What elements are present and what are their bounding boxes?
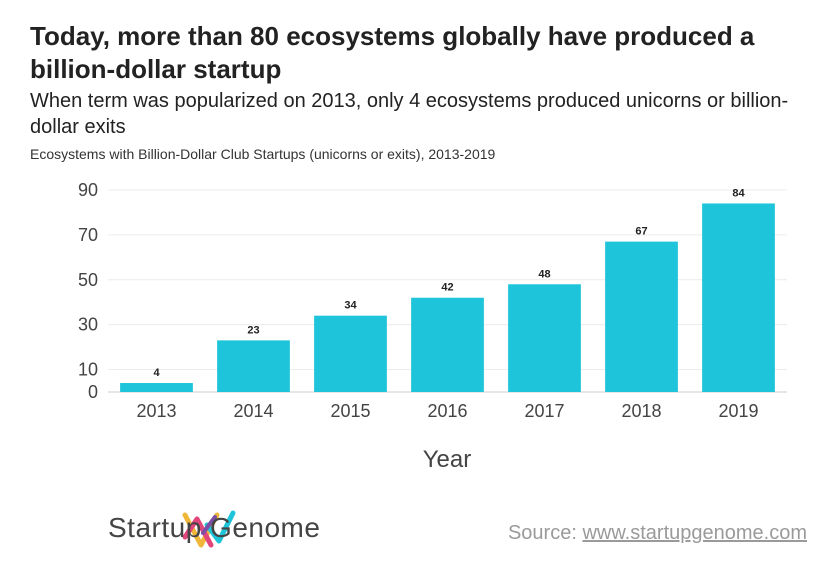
bar-2017 (508, 284, 581, 392)
bar-2015 (314, 315, 387, 392)
y-tick-label: 50 (78, 270, 98, 290)
bar-2016 (411, 297, 484, 392)
x-tick-label-2016: 2016 (427, 401, 467, 421)
source-prefix: Source: (507, 522, 583, 544)
data-label-2016: 42 (441, 282, 453, 294)
x-tick-label-2018: 2018 (621, 401, 661, 421)
y-tick-label: 70 (78, 225, 98, 245)
bar-2013 (120, 383, 193, 392)
data-label-2019: 84 (732, 187, 745, 199)
x-tick-label-2019: 2019 (718, 401, 758, 421)
x-tick-label-2017: 2017 (524, 401, 564, 421)
x-axis-label: Year (423, 446, 472, 473)
startup-genome-logo-icon (182, 510, 236, 548)
chart-subtitle: When term was popularized on 2013, only … (30, 90, 789, 138)
source-link[interactable]: www.startupgenome.com (582, 522, 807, 544)
chart-caption: Ecosystems with Billion-Dollar Club Star… (30, 146, 496, 162)
y-tick-label: 10 (78, 360, 98, 380)
chart-title: Today, more than 80 ecosystems globally … (30, 21, 755, 84)
data-label-2017: 48 (538, 268, 550, 280)
bar-2019 (702, 203, 775, 392)
data-label-2018: 67 (635, 226, 647, 238)
x-axis-ticks: 2013 2014 2015 2016 2017 2018 2019 (136, 401, 758, 421)
y-tick-label: 90 (78, 180, 98, 200)
bars (120, 203, 775, 392)
x-tick-label-2014: 2014 (233, 401, 273, 421)
bar-2018 (605, 241, 678, 392)
y-axis-ticks: 010 30 50 70 90 (78, 180, 98, 402)
source-note: Source: www.startupgenome.com (508, 522, 807, 545)
x-tick-label-2013: 2013 (136, 401, 176, 421)
y-tick-label: 0 (88, 382, 98, 402)
brand-name: Startup Genome (108, 512, 321, 543)
data-labels: 4 23 34 42 48 67 84 (153, 187, 745, 379)
data-label-2015: 34 (344, 300, 357, 312)
x-tick-label-2015: 2015 (330, 401, 370, 421)
data-label-2013: 4 (153, 367, 160, 379)
data-label-2014: 23 (247, 324, 259, 336)
y-tick-label: 30 (78, 315, 98, 335)
bar-2014 (217, 340, 290, 392)
